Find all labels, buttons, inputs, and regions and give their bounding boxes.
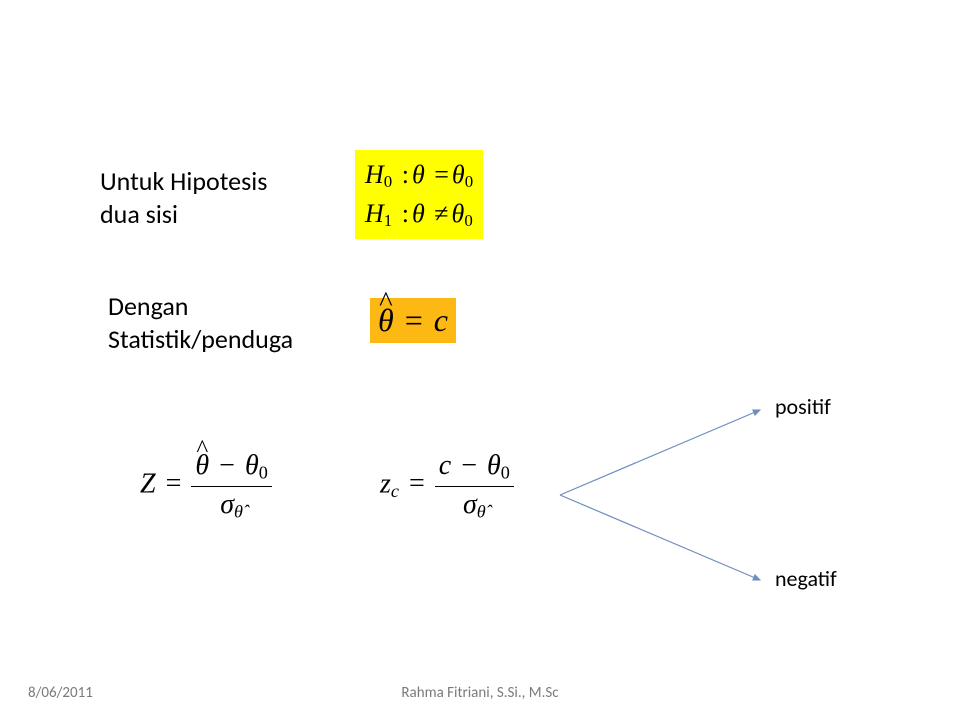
- branch-arrows: [550, 395, 770, 595]
- h0-sub: 0: [384, 172, 392, 191]
- h0-theta0: θ: [452, 160, 465, 189]
- h1-theta: θ: [412, 199, 425, 228]
- zc-num-theta0-sub: 0: [501, 463, 510, 483]
- h0-theta0-sub: 0: [465, 172, 473, 191]
- zc-lhs-sub: c: [391, 481, 399, 501]
- Z-lhs: Z: [140, 468, 156, 499]
- zc-num-c: c: [439, 450, 451, 481]
- Z-den-sigma: σ: [220, 489, 234, 520]
- h1-theta0: θ: [452, 199, 465, 228]
- zc-den: σθ̂: [435, 487, 514, 523]
- stat-line1: Dengan: [108, 290, 188, 322]
- stat-line2: Statistik/penduga: [108, 323, 293, 355]
- positive-label: positif: [775, 393, 831, 420]
- zc-formula: zc = c − θ0 σθ̂: [380, 450, 514, 522]
- hypothesis-label: Untuk Hipotesis dua sisi: [100, 165, 267, 230]
- zc-lhs: z: [380, 468, 391, 499]
- h1-line: H1 :θ ≠θ0: [365, 195, 473, 234]
- footer-date: 8/06/2011: [28, 684, 93, 702]
- zc-num-minus: −: [458, 450, 480, 481]
- h0-line: H0 :θ =θ0: [365, 156, 473, 195]
- Z-num-minus: −: [216, 450, 238, 481]
- h1-H: H: [365, 199, 384, 228]
- h0-H: H: [365, 160, 384, 189]
- z-formula: Z = θ − θ0 σθ̂: [140, 450, 272, 522]
- Z-eq: =: [163, 468, 185, 499]
- Z-num: θ − θ0: [191, 450, 271, 487]
- est-c: c: [434, 302, 448, 338]
- Z-den: σθ̂: [191, 487, 271, 523]
- Z-den-sub: θ̂: [234, 501, 243, 521]
- est-eq: =: [402, 302, 426, 338]
- hypo-line2: dua sisi: [100, 198, 178, 230]
- arrow-negative: [560, 495, 760, 580]
- h1-neq: ≠: [431, 199, 451, 228]
- zc-den-sub: θ̂: [477, 501, 486, 521]
- h0-theta: θ: [412, 160, 425, 189]
- positive-text: positif: [775, 393, 831, 420]
- negative-text: negatif: [775, 565, 837, 592]
- negative-label: negatif: [775, 565, 837, 592]
- statistic-label: Dengan Statistik/penduga: [108, 290, 293, 355]
- footer-author: Rahma Fitriani, S.Si., M.Sc: [401, 684, 558, 702]
- zc-num-theta0: θ: [487, 450, 501, 481]
- hypo-line1: Untuk Hipotesis: [100, 165, 267, 197]
- h1-theta0-sub: 0: [464, 211, 472, 230]
- zc-eq: =: [406, 468, 428, 499]
- Z-num-thetahat: θ: [195, 450, 209, 482]
- Z-num-theta0: θ: [245, 450, 259, 481]
- zc-fraction: c − θ0 σθ̂: [435, 450, 514, 522]
- h0-eq: =: [431, 160, 452, 189]
- Z-fraction: θ − θ0 σθ̂: [191, 450, 271, 522]
- h1-sub: 1: [384, 211, 392, 230]
- h0-colon: :: [399, 160, 412, 189]
- zc-num: c − θ0: [435, 450, 514, 487]
- theta-hat: θ: [378, 302, 394, 339]
- Z-num-theta0-sub: 0: [259, 463, 268, 483]
- zc-den-sigma: σ: [463, 489, 477, 520]
- arrow-positive: [560, 410, 760, 495]
- h1-colon: :: [399, 199, 412, 228]
- estimator-box: θ = c: [370, 298, 456, 343]
- hypothesis-box: H0 :θ =θ0 H1 :θ ≠θ0: [355, 150, 483, 239]
